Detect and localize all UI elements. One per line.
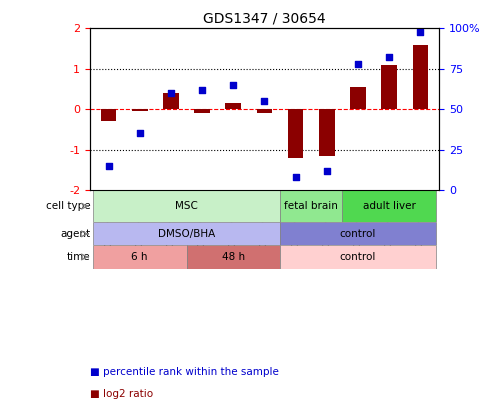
Bar xyxy=(163,93,179,109)
Text: cell type: cell type xyxy=(46,201,90,211)
Text: DMSO/BHA: DMSO/BHA xyxy=(158,229,215,239)
Point xyxy=(416,28,424,35)
FancyBboxPatch shape xyxy=(93,222,280,245)
FancyBboxPatch shape xyxy=(342,190,436,222)
Bar xyxy=(381,65,397,109)
Point xyxy=(104,162,112,169)
Text: adult liver: adult liver xyxy=(363,201,416,211)
Text: 48 h: 48 h xyxy=(222,252,245,262)
Point xyxy=(229,82,237,88)
Bar xyxy=(256,109,272,113)
Text: agent: agent xyxy=(60,229,90,239)
Bar xyxy=(413,45,428,109)
Text: control: control xyxy=(340,229,376,239)
Text: 6 h: 6 h xyxy=(131,252,148,262)
FancyBboxPatch shape xyxy=(280,222,436,245)
Text: ■ log2 ratio: ■ log2 ratio xyxy=(90,389,153,399)
Point xyxy=(260,98,268,104)
FancyBboxPatch shape xyxy=(93,245,187,269)
Point xyxy=(323,167,331,174)
Point xyxy=(385,54,393,61)
Point xyxy=(167,90,175,96)
Bar xyxy=(226,103,241,109)
Point xyxy=(136,130,144,136)
Bar xyxy=(350,87,366,109)
Point xyxy=(354,61,362,67)
Point xyxy=(291,174,299,180)
Title: GDS1347 / 30654: GDS1347 / 30654 xyxy=(203,12,326,26)
Text: ■ percentile rank within the sample: ■ percentile rank within the sample xyxy=(90,367,279,377)
Bar xyxy=(101,109,116,121)
FancyBboxPatch shape xyxy=(93,190,280,222)
Bar xyxy=(319,109,335,156)
FancyBboxPatch shape xyxy=(187,245,280,269)
Bar xyxy=(288,109,303,158)
Text: MSC: MSC xyxy=(175,201,198,211)
FancyBboxPatch shape xyxy=(280,245,436,269)
Text: fetal brain: fetal brain xyxy=(284,201,338,211)
Point xyxy=(198,87,206,93)
Bar xyxy=(194,109,210,113)
Bar xyxy=(132,109,148,111)
FancyBboxPatch shape xyxy=(280,190,342,222)
Text: control: control xyxy=(340,252,376,262)
Text: time: time xyxy=(67,252,90,262)
